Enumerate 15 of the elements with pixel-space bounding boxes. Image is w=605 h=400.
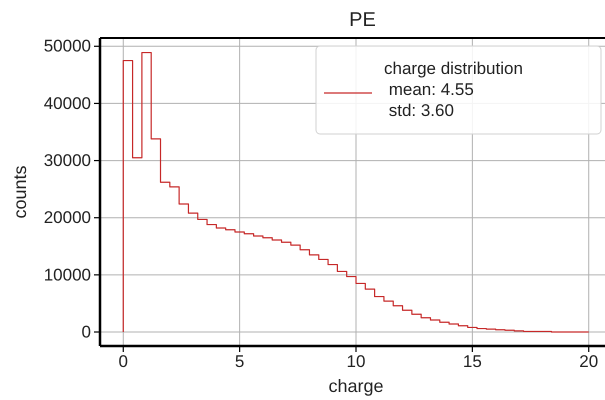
x-axis-title: charge [328, 376, 384, 396]
x-tick-label: 0 [118, 352, 128, 372]
y-tick-label: 50000 [44, 36, 91, 56]
x-tick-label: 10 [346, 352, 366, 372]
x-tick-label: 20 [579, 352, 598, 372]
y-tick-label: 30000 [44, 151, 91, 170]
x-tick-label: 15 [462, 352, 482, 372]
legend-label: charge distribution mean: 4.55 std: 3.60 [384, 59, 523, 120]
y-tick-label: 0 [82, 322, 91, 342]
y-tick-label: 10000 [44, 265, 91, 284]
y-axis-title: counts [10, 165, 30, 219]
x-tick-label: 5 [234, 352, 244, 372]
y-tick-label: 20000 [44, 208, 91, 228]
y-tick-label: 40000 [44, 94, 91, 113]
chart-title: PE [349, 9, 376, 31]
